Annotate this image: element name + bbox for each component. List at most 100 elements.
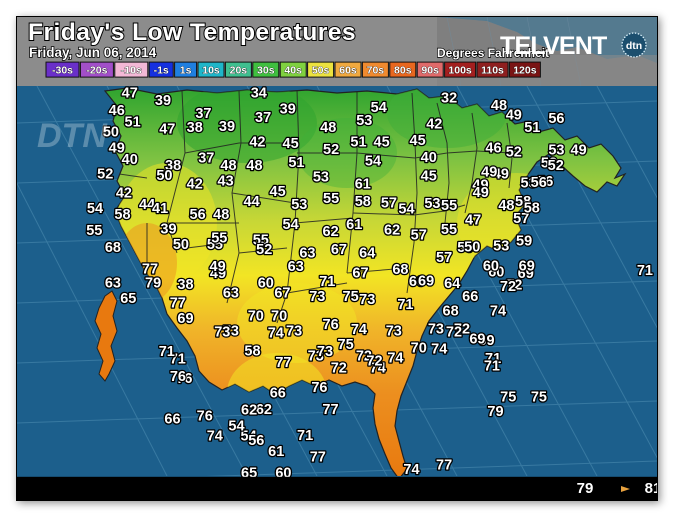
svg-text:38: 38 [177,277,193,293]
svg-text:120s: 120s [513,65,537,77]
svg-text:75: 75 [343,289,359,305]
svg-text:67: 67 [274,285,290,301]
svg-text:68: 68 [392,262,408,278]
svg-text:10s: 10s [202,65,220,77]
svg-text:52: 52 [256,242,272,258]
svg-text:51: 51 [524,120,540,136]
svg-text:39: 39 [155,93,171,109]
svg-text:-1s: -1s [154,65,169,77]
svg-text:74: 74 [207,429,223,445]
svg-text:51: 51 [288,155,304,171]
svg-text:57: 57 [411,227,427,243]
svg-text:32: 32 [441,91,457,107]
svg-text:42: 42 [116,185,132,201]
svg-text:54: 54 [365,154,381,170]
svg-text:69: 69 [418,274,434,290]
svg-text:62: 62 [256,402,272,418]
svg-text:54: 54 [283,217,299,233]
svg-text:44: 44 [244,194,260,210]
svg-text:71: 71 [637,263,653,279]
svg-text:54: 54 [228,419,244,435]
svg-text:45: 45 [421,168,437,184]
svg-text:72: 72 [331,361,347,377]
svg-text:43: 43 [218,174,234,190]
svg-text:34: 34 [251,86,267,102]
svg-text:79: 79 [487,404,503,420]
svg-text:-20s: -20s [86,65,107,77]
svg-text:50: 50 [464,240,480,256]
svg-text:41: 41 [152,201,168,217]
svg-text:56: 56 [531,175,547,191]
svg-text:79: 79 [577,480,594,497]
svg-text:73: 73 [386,324,402,340]
svg-text:45: 45 [270,184,286,200]
svg-text:52: 52 [506,144,522,160]
svg-text:72: 72 [366,353,382,369]
svg-text:51: 51 [125,115,141,131]
svg-text:40: 40 [122,152,138,168]
svg-text:72: 72 [500,279,516,295]
svg-text:74: 74 [490,304,506,320]
svg-text:46: 46 [485,141,501,157]
svg-text:48: 48 [220,158,236,174]
svg-text:66: 66 [270,386,286,402]
svg-text:74: 74 [268,325,284,341]
svg-text:49: 49 [506,107,522,123]
svg-text:54: 54 [87,201,103,217]
svg-text:48: 48 [320,120,336,136]
svg-text:56: 56 [190,207,206,223]
svg-text:71: 71 [159,344,175,360]
svg-text:77: 77 [436,458,452,474]
svg-text:20s: 20s [230,65,248,77]
svg-text:61: 61 [268,444,284,460]
svg-text:73: 73 [359,292,375,308]
svg-text:59: 59 [516,234,532,250]
svg-text:77: 77 [322,402,338,418]
svg-text:52: 52 [548,158,564,174]
svg-text:54: 54 [398,202,414,218]
svg-text:66: 66 [164,412,180,428]
svg-text:Friday, Jun 06, 2014: Friday, Jun 06, 2014 [29,45,157,60]
svg-text:68: 68 [443,304,459,320]
svg-text:56: 56 [248,433,264,449]
svg-text:53: 53 [291,197,307,213]
svg-text:52: 52 [97,167,113,183]
svg-text:61: 61 [355,177,371,193]
svg-text:48: 48 [498,198,514,214]
svg-text:75: 75 [531,389,547,405]
svg-text:66: 66 [462,289,478,305]
svg-text:77: 77 [275,355,291,371]
svg-text:68: 68 [105,240,121,256]
svg-text:48: 48 [491,98,507,114]
svg-text:47: 47 [122,86,138,102]
svg-text:76: 76 [170,369,186,385]
svg-text:77: 77 [310,449,326,465]
svg-text:52: 52 [323,142,339,158]
svg-text:37: 37 [198,151,214,167]
svg-text:70s: 70s [367,65,385,77]
svg-text:71: 71 [484,359,500,375]
svg-text:61: 61 [346,217,362,233]
svg-text:90s: 90s [421,65,439,77]
svg-text:60: 60 [483,258,499,274]
svg-text:50s: 50s [312,65,330,77]
svg-text:70: 70 [411,340,427,356]
svg-text:74: 74 [387,350,403,366]
svg-text:-30s: -30s [52,65,73,77]
svg-text:70: 70 [248,309,264,325]
svg-text:45: 45 [410,133,426,149]
svg-text:72: 72 [446,324,462,340]
svg-text:100s: 100s [448,65,472,77]
svg-text:58: 58 [355,194,371,210]
svg-text:TELVENT: TELVENT [500,32,607,60]
svg-text:60: 60 [258,276,274,292]
svg-text:71: 71 [319,274,335,290]
svg-text:50: 50 [156,168,172,184]
svg-text:64: 64 [444,276,460,292]
svg-text:74: 74 [351,322,367,338]
svg-text:55: 55 [86,223,102,239]
svg-text:110s: 110s [481,65,504,77]
svg-text:46: 46 [109,103,125,119]
svg-text:73: 73 [286,324,302,340]
svg-text:63: 63 [223,285,239,301]
